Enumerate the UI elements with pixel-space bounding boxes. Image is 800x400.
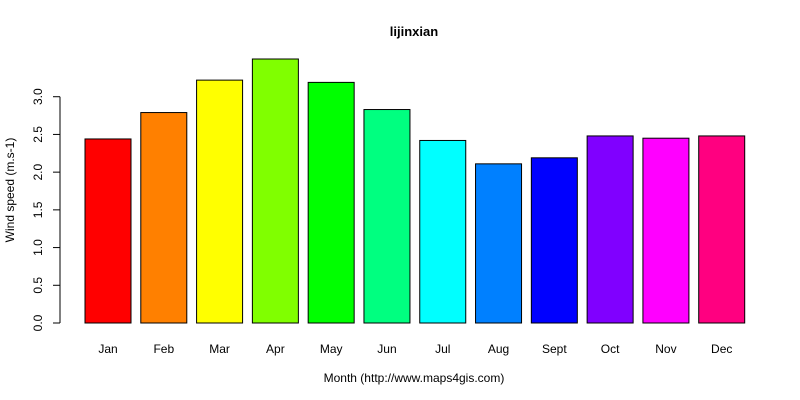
y-tick-label: 0.5 xyxy=(31,277,45,294)
y-tick-label: 1.5 xyxy=(31,201,45,218)
x-tick-label: Sept xyxy=(542,342,567,356)
y-tick-label: 0.0 xyxy=(31,314,45,331)
y-axis: 0.0 0.5 1.0 1.5 2.0 2.5 3.0 xyxy=(31,88,61,331)
y-tick-label: 2.5 xyxy=(31,126,45,143)
bars-layer xyxy=(84,58,746,324)
y-axis-label: Wind speed (m.s-1) xyxy=(3,138,17,243)
y-ticks: 0.0 0.5 1.0 1.5 2.0 2.5 3.0 xyxy=(31,88,60,331)
x-tick-label: Apr xyxy=(266,342,285,356)
bar-jun xyxy=(363,109,411,324)
bar-oct xyxy=(586,135,634,324)
bar-nov xyxy=(642,137,690,324)
bar-may xyxy=(307,81,355,324)
x-tick-label: Jul xyxy=(435,342,450,356)
bar-mar xyxy=(196,79,244,324)
x-tick-label: Jun xyxy=(377,342,396,356)
y-tick-label: 1.0 xyxy=(31,239,45,256)
x-tick-label: Dec xyxy=(711,342,732,356)
y-tick-label: 3.0 xyxy=(31,88,45,105)
x-axis-label: Month (http://www.maps4gis.com) xyxy=(324,371,505,385)
chart-title: lijinxian xyxy=(390,24,438,39)
x-tick-label: Aug xyxy=(488,342,509,356)
bar-sept xyxy=(530,157,578,324)
y-tick-label: 2.0 xyxy=(31,163,45,180)
bar-jan xyxy=(84,138,132,324)
x-tick-label: May xyxy=(320,342,343,356)
x-tick-label: Jan xyxy=(98,342,117,356)
bar-jul xyxy=(419,139,467,324)
x-tick-label: Feb xyxy=(153,342,174,356)
bar-apr xyxy=(251,58,299,324)
x-tick-label: Nov xyxy=(655,342,676,356)
x-tick-label: Oct xyxy=(601,342,620,356)
x-tick-labels: Jan Feb Mar Apr May Jun Jul Aug Sept Oct Nov Dec xyxy=(98,342,732,356)
bar-dec xyxy=(698,135,746,324)
bar-aug xyxy=(475,163,523,324)
x-tick-label: Mar xyxy=(209,342,230,356)
bar-feb xyxy=(140,112,188,324)
